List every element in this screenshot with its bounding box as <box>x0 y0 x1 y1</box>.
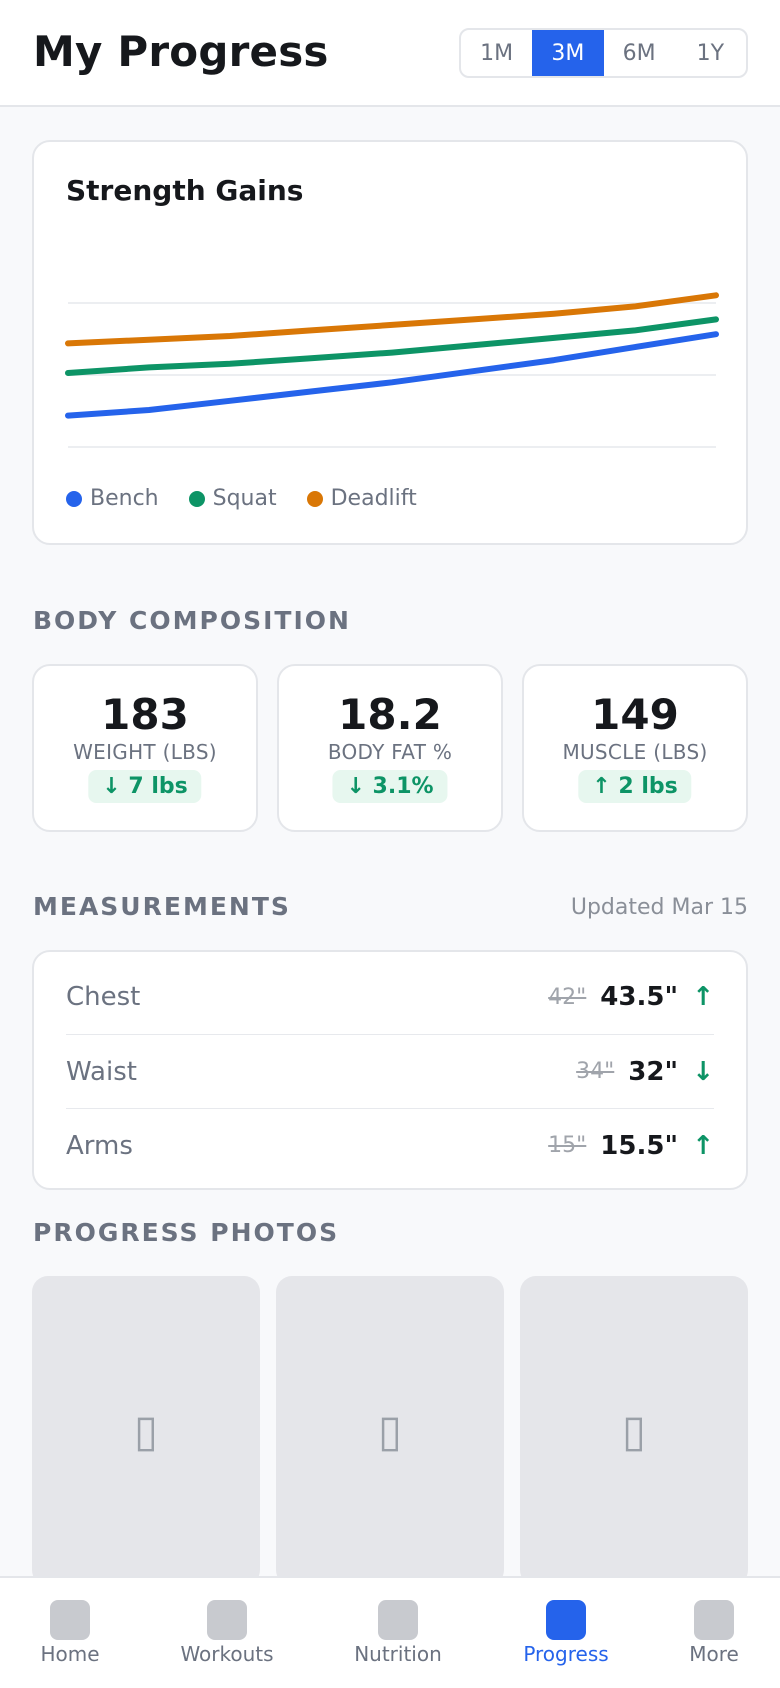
measurements-card: Chest 42" 43.5" ↑ Waist 34" 32" ↓ Arms 1… <box>32 950 748 1190</box>
stat-label: BODY FAT % <box>327 740 453 764</box>
nav-item-progress[interactable]: Progress <box>496 1600 636 1666</box>
measurement-previous: 34" <box>576 1059 615 1084</box>
section-title-body-composition: BODY COMPOSITION <box>33 606 351 635</box>
range-tab-6m[interactable]: 6M <box>622 40 656 66</box>
stat-value: 149 <box>591 690 679 739</box>
range-tab-1y[interactable]: 1Y <box>696 40 725 66</box>
bottom-nav: Home Workouts Nutrition Progress More <box>0 1576 780 1688</box>
arrow-down-icon: ↓ <box>692 1056 714 1087</box>
legend-label-squat: Squat <box>212 486 277 511</box>
nav-item-more[interactable]: More <box>644 1600 780 1666</box>
nav-label: Home <box>40 1642 100 1666</box>
strength-chart-card: Strength Gains Bench Squat Deadlift <box>32 140 748 545</box>
camera-icon: ▯ <box>133 1405 159 1457</box>
strength-line-chart <box>65 292 719 448</box>
measurement-row-arms[interactable]: Arms 15" 15.5" ↑ <box>66 1108 714 1182</box>
legend-item-squat: Squat <box>188 486 277 511</box>
stat-card-muscle[interactable]: 149 MUSCLE (LBS) ↑ 2 lbs <box>522 664 748 832</box>
progress-photo-2[interactable]: ▯ <box>276 1276 504 1586</box>
chart-legend: Bench Squat Deadlift <box>66 486 417 511</box>
nav-item-nutrition[interactable]: Nutrition <box>328 1600 468 1666</box>
stat-label: MUSCLE (LBS) <box>562 740 708 764</box>
stat-change-badge: ↑ 2 lbs <box>578 770 692 803</box>
arrow-up-icon: ↑ <box>692 1130 714 1161</box>
legend-dot-squat <box>188 490 205 507</box>
nav-label: Progress <box>523 1642 609 1666</box>
series-line-bench <box>65 331 719 419</box>
stat-label: WEIGHT (LBS) <box>73 740 217 764</box>
page-title: My Progress <box>33 27 329 76</box>
measurement-current: 15.5" <box>600 1130 678 1161</box>
measurement-row-waist[interactable]: Waist 34" 32" ↓ <box>66 1034 714 1108</box>
measurement-values: 42" 43.5" ↑ <box>548 982 714 1012</box>
stat-change-badge: ↓ 7 lbs <box>88 770 202 803</box>
section-title-measurements: MEASUREMENTS <box>33 892 291 921</box>
measurements-updated-date: Updated Mar 15 <box>570 895 748 920</box>
home-icon <box>50 1600 90 1640</box>
progress-icon <box>546 1600 586 1640</box>
legend-item-bench: Bench <box>66 486 159 511</box>
range-tab-3m[interactable]: 3M <box>532 30 604 76</box>
series-line-squat <box>65 316 719 376</box>
nav-item-workouts[interactable]: Workouts <box>157 1600 297 1666</box>
measurement-name: Waist <box>66 1056 137 1087</box>
chart-title: Strength Gains <box>66 174 304 207</box>
legend-label-bench: Bench <box>90 486 159 511</box>
nav-label: Workouts <box>180 1642 274 1666</box>
measurement-current: 43.5" <box>600 982 678 1012</box>
measurement-name: Chest <box>66 982 141 1012</box>
stat-value: 183 <box>101 690 189 739</box>
stat-card-weight[interactable]: 183 WEIGHT (LBS) ↓ 7 lbs <box>32 664 258 832</box>
range-tab-1m[interactable]: 1M <box>480 40 514 66</box>
legend-item-deadlift: Deadlift <box>306 486 417 511</box>
progress-photo-1[interactable]: ▯ <box>32 1276 260 1586</box>
nutrition-icon <box>378 1600 418 1640</box>
series-line-deadlift <box>65 292 719 347</box>
legend-dot-deadlift <box>306 490 323 507</box>
header: My Progress 1M 3M 6M 1Y <box>0 0 780 107</box>
measurement-name: Arms <box>66 1130 133 1161</box>
arrow-up-icon: ↑ <box>692 982 714 1012</box>
measurement-previous: 42" <box>548 984 587 1010</box>
workouts-icon <box>207 1600 247 1640</box>
nav-label: Nutrition <box>354 1642 442 1666</box>
nav-item-home[interactable]: Home <box>0 1600 140 1666</box>
measurement-row-chest[interactable]: Chest 42" 43.5" ↑ <box>66 960 714 1034</box>
stat-change-badge: ↓ 3.1% <box>332 770 448 803</box>
legend-dot-bench <box>66 490 82 507</box>
measurement-values: 15" 15.5" ↑ <box>548 1131 714 1161</box>
camera-icon: ▯ <box>377 1405 403 1457</box>
nav-label: More <box>689 1642 739 1666</box>
legend-label-deadlift: Deadlift <box>330 486 417 511</box>
measurement-current: 32" <box>628 1056 678 1087</box>
camera-icon: ▯ <box>621 1405 647 1457</box>
measurement-previous: 15" <box>548 1133 587 1158</box>
progress-photo-3[interactable]: ▯ <box>520 1276 748 1586</box>
more-icon <box>694 1600 734 1640</box>
stat-value: 18.2 <box>338 690 442 739</box>
section-title-progress-photos: PROGRESS PHOTOS <box>33 1218 340 1247</box>
stat-card-body-fat[interactable]: 18.2 BODY FAT % ↓ 3.1% <box>277 664 503 832</box>
measurement-values: 34" 32" ↓ <box>576 1057 714 1087</box>
time-range-selector: 1M 3M 6M 1Y <box>459 28 748 78</box>
